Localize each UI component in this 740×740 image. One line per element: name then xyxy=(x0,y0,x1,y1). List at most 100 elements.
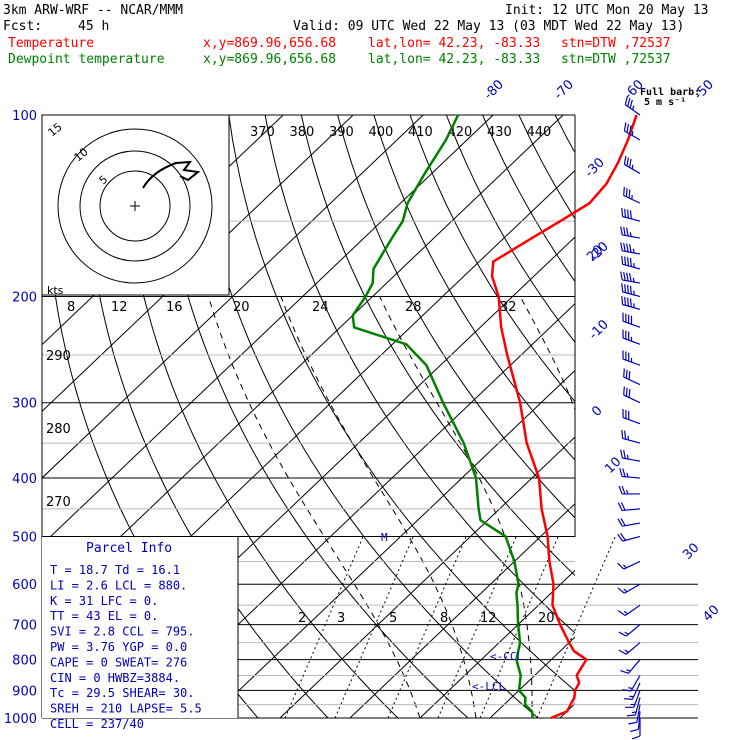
barb-half-flag xyxy=(626,669,631,672)
isotherm--70 xyxy=(42,115,564,613)
pressure-label-700: 700 xyxy=(12,619,37,634)
barb-flag xyxy=(628,273,632,282)
isotherm--90 xyxy=(42,115,424,479)
wind-barb xyxy=(623,186,641,204)
dry-adiabat-340 xyxy=(373,115,575,461)
wind-barb xyxy=(617,502,641,512)
barb-flag xyxy=(626,297,630,307)
dry-adiabat-410 xyxy=(628,115,740,731)
barb-flag xyxy=(622,689,632,692)
barb-half-flag xyxy=(623,610,629,615)
parcel-row: PW = 3.76 YGP = 0.0 xyxy=(50,640,187,654)
isotherm--80 xyxy=(42,115,494,546)
pressure-label-400: 400 xyxy=(12,472,37,487)
barb-flag xyxy=(625,369,628,379)
lcl-marker: <-LCL xyxy=(472,680,505,693)
temp-tick--50: -50 xyxy=(691,77,717,103)
isotherm--30 xyxy=(209,369,575,718)
temp-tick-30: 30 xyxy=(680,541,702,563)
parcel-row: CELL = 237/40 xyxy=(50,717,144,731)
dry-adiabat-420 xyxy=(664,115,740,731)
barb-flag xyxy=(629,298,632,308)
parcel-row: CIN = 0 HWBZ=3884. xyxy=(50,671,180,685)
hodo-unit: kts xyxy=(47,284,64,297)
wind-barb xyxy=(618,624,641,637)
pressure-label-800: 800 xyxy=(12,654,37,669)
barb-flag xyxy=(628,243,632,253)
mixing-ratio-label-3: 3 xyxy=(337,611,345,626)
wind-barb xyxy=(628,704,641,725)
fcst-label: Fcst: xyxy=(3,19,42,34)
barb-flag xyxy=(628,721,637,725)
barb-flag xyxy=(623,698,633,700)
wind-barb xyxy=(621,296,641,310)
wind-barb xyxy=(620,271,641,284)
dry-adiabat-380 xyxy=(518,115,575,220)
barb-flag xyxy=(626,243,629,252)
pressure-label-300: 300 xyxy=(12,397,37,412)
isotherm--40 xyxy=(139,303,575,718)
barb-staff xyxy=(637,711,641,730)
barb-flag xyxy=(623,155,627,165)
wind-barb xyxy=(631,718,641,740)
wind-barb xyxy=(617,604,641,617)
barb-flag xyxy=(628,389,631,398)
wind-barb xyxy=(622,408,641,425)
barb-flag xyxy=(618,631,627,637)
barb-half-flag xyxy=(629,232,632,237)
barb-flag xyxy=(623,450,626,459)
wind-barb xyxy=(620,659,641,674)
speed-label-16: 16 xyxy=(166,300,183,315)
model-title: 3km ARW-WRF -- NCAR/MMM xyxy=(3,3,183,18)
barb-flag xyxy=(620,517,626,526)
barb-flag xyxy=(620,533,626,541)
barb-flag xyxy=(621,429,624,439)
barb-flag xyxy=(626,209,630,219)
barb-flag xyxy=(617,587,625,594)
dew-station: stn=DTW ,72537 xyxy=(561,52,671,67)
barb-flag xyxy=(626,284,630,294)
fcst-value: 45 h xyxy=(78,19,109,34)
dew-latlon: lat,lon= 42.23, -83.33 xyxy=(368,52,540,67)
wind-barb xyxy=(626,697,641,717)
dry-adiabat-440 xyxy=(736,115,740,731)
dry-adiabat-290 xyxy=(192,115,539,718)
parcel-row: Tc = 29.5 SHEAR= 30. xyxy=(50,686,195,700)
dry-adiabat-270 xyxy=(119,115,399,718)
theta-label-440: 440 xyxy=(527,125,552,140)
barb-flag xyxy=(623,368,625,378)
barb-flag xyxy=(617,518,623,527)
barb-flag xyxy=(624,284,627,293)
speed-label-12: 12 xyxy=(111,300,128,315)
parcel-info-title: Parcel Info xyxy=(86,541,172,556)
valid-time: Valid: 09 UTC Wed 22 May 13 (03 MDT Wed … xyxy=(293,19,684,34)
dry-adiabat-300 xyxy=(228,115,575,692)
wind-barb xyxy=(622,329,641,345)
wind-barb xyxy=(623,682,641,700)
theta-label-380: 380 xyxy=(290,125,315,140)
dry-adiabat-360 xyxy=(445,115,575,344)
barb-flag xyxy=(620,669,629,674)
speed-label-8: 8 xyxy=(67,300,75,315)
speed-label-28: 28 xyxy=(405,300,422,315)
theta-label-410: 410 xyxy=(408,125,433,140)
barb-flag xyxy=(626,123,630,133)
barb-flag xyxy=(624,296,627,306)
dry-adiabat-280 xyxy=(155,115,469,718)
barb-flag xyxy=(628,189,631,199)
speed-label-32: 32 xyxy=(500,300,517,315)
dew-xy: x,y=869.96,656.68 xyxy=(203,52,336,67)
wind-barb xyxy=(624,96,641,116)
barb-flag xyxy=(629,99,633,109)
barb-flag xyxy=(626,714,636,717)
parcel-row: T = 18.7 Td = 16.1 xyxy=(50,563,180,577)
barb-flag xyxy=(624,208,627,218)
barb-flag xyxy=(620,226,623,236)
moist-adiabat-24 xyxy=(519,296,575,412)
dry-adiabat-400 xyxy=(591,115,740,731)
wind-barb xyxy=(618,642,641,655)
mixing-ratio-label-5: 5 xyxy=(389,611,397,626)
temp-tick--10: -10 xyxy=(586,317,612,343)
parcel-row: SVI = 2.8 CCL = 795. xyxy=(50,625,195,639)
barb-flag xyxy=(617,610,626,617)
